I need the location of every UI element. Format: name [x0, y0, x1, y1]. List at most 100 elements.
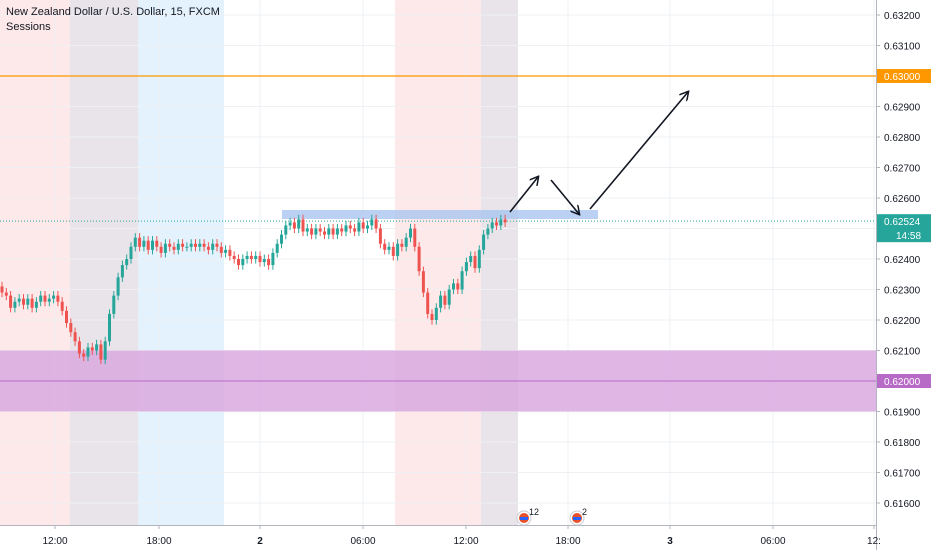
indicator-label[interactable]: Sessions — [6, 21, 51, 33]
support-price-badge-bg — [877, 374, 931, 388]
candle-body — [434, 307, 438, 320]
price-tick-label: 0.62700 — [884, 164, 921, 175]
time-axis-bg — [0, 525, 876, 550]
candle-body — [305, 228, 309, 232]
candle-body — [95, 344, 99, 351]
candle-body — [387, 246, 391, 250]
candle-body — [404, 237, 408, 247]
candle-body — [43, 295, 47, 302]
candle-body — [47, 298, 51, 302]
support-price-badge: 0.62000 — [884, 377, 921, 388]
event-flag-stripe — [573, 517, 581, 520]
candle-body — [168, 243, 172, 247]
candle-body — [112, 295, 116, 314]
candle-body — [417, 246, 421, 272]
event-count: 2 — [582, 507, 587, 517]
candle-body — [275, 243, 279, 253]
event-count: 12 — [529, 507, 539, 517]
candle-body — [499, 219, 503, 226]
session-band — [395, 0, 481, 525]
price-tick-label: 0.62100 — [884, 347, 921, 358]
candle-body — [120, 265, 124, 278]
candle-body — [224, 249, 228, 253]
candle-body — [159, 246, 163, 253]
session-band — [481, 0, 518, 525]
candle-body — [258, 255, 262, 263]
candle-body — [378, 228, 382, 244]
price-tick-label: 0.62400 — [884, 255, 921, 266]
candle-body — [262, 259, 266, 263]
time-tick-label: 12:00 — [453, 536, 478, 547]
arrow — [589, 92, 688, 210]
candle-body — [172, 246, 176, 250]
candle-body — [370, 219, 374, 226]
candle-body — [353, 228, 357, 232]
candle-body — [138, 237, 142, 247]
candle-body — [486, 228, 490, 235]
candle-body — [151, 240, 154, 250]
candle-body — [310, 228, 314, 235]
time-axis[interactable]: 12:00 18:00 2 06:00 12:00 18:00 3 06:00 12: — [0, 525, 881, 550]
candle-body — [194, 243, 197, 247]
candle-body — [464, 262, 468, 272]
candle-body — [22, 298, 25, 305]
price-tick-label: 0.62600 — [884, 194, 921, 205]
candle-body — [331, 228, 335, 235]
candle-body — [271, 252, 275, 266]
candle-body — [39, 295, 43, 302]
price-axis[interactable]: 0.61600 0.61700 0.61800 0.61900 0.62000 0.621… — [876, 0, 932, 550]
candle-body — [206, 246, 210, 250]
candle-body — [155, 240, 159, 247]
price-tick-label: 0.62200 — [884, 316, 921, 327]
price-tick-label: 0.61800 — [884, 438, 921, 449]
candle-body — [116, 277, 120, 296]
candle-body — [82, 353, 86, 357]
candle-body — [129, 246, 133, 259]
candle-body — [426, 292, 430, 314]
candle-body — [241, 259, 245, 266]
arrow — [550, 179, 579, 214]
candle-body — [314, 228, 318, 235]
candle-body — [26, 298, 30, 305]
candle-body — [13, 301, 17, 308]
candle-body — [0, 286, 4, 293]
candle-body — [65, 310, 68, 324]
candle-body — [421, 271, 425, 293]
price-tick-label: 0.61700 — [884, 469, 921, 480]
candle-body — [361, 222, 365, 229]
candle-body — [348, 225, 352, 229]
price-axis-bg — [876, 0, 932, 550]
price-tick-label: 0.63100 — [884, 42, 921, 53]
candle-body — [69, 323, 73, 333]
price-tick-label: 0.61600 — [884, 499, 921, 510]
candle-body — [181, 243, 185, 247]
candle-body — [456, 283, 460, 290]
candle-body — [228, 249, 232, 256]
candle-body — [473, 255, 477, 269]
candle-body — [90, 347, 94, 351]
time-tick-label: 12: — [867, 536, 881, 547]
candle-body — [34, 301, 38, 308]
candle-body — [297, 219, 301, 229]
candle-body — [245, 255, 249, 259]
candle-body — [202, 243, 206, 247]
price-tick-label: 0.62800 — [884, 133, 921, 144]
candle-body — [340, 228, 344, 232]
candlestick-series — [0, 214, 507, 365]
candle-body — [400, 243, 404, 247]
candle-body — [443, 295, 447, 305]
candle-body — [430, 313, 434, 320]
candle-body — [374, 219, 378, 229]
candle-body — [409, 228, 412, 238]
session-band — [0, 0, 70, 525]
candle-body — [108, 313, 111, 342]
chart-title: New Zealand Dollar / U.S. Dollar, 15, FX… — [6, 6, 220, 18]
economic-events[interactable]: 12 2 — [516, 507, 587, 526]
candle-body — [391, 246, 395, 256]
current-price-badge-bg — [877, 214, 931, 243]
candle-body — [452, 283, 455, 290]
candle-body — [219, 246, 223, 253]
candle-body — [301, 219, 305, 232]
time-tick-label: 18:00 — [146, 536, 171, 547]
